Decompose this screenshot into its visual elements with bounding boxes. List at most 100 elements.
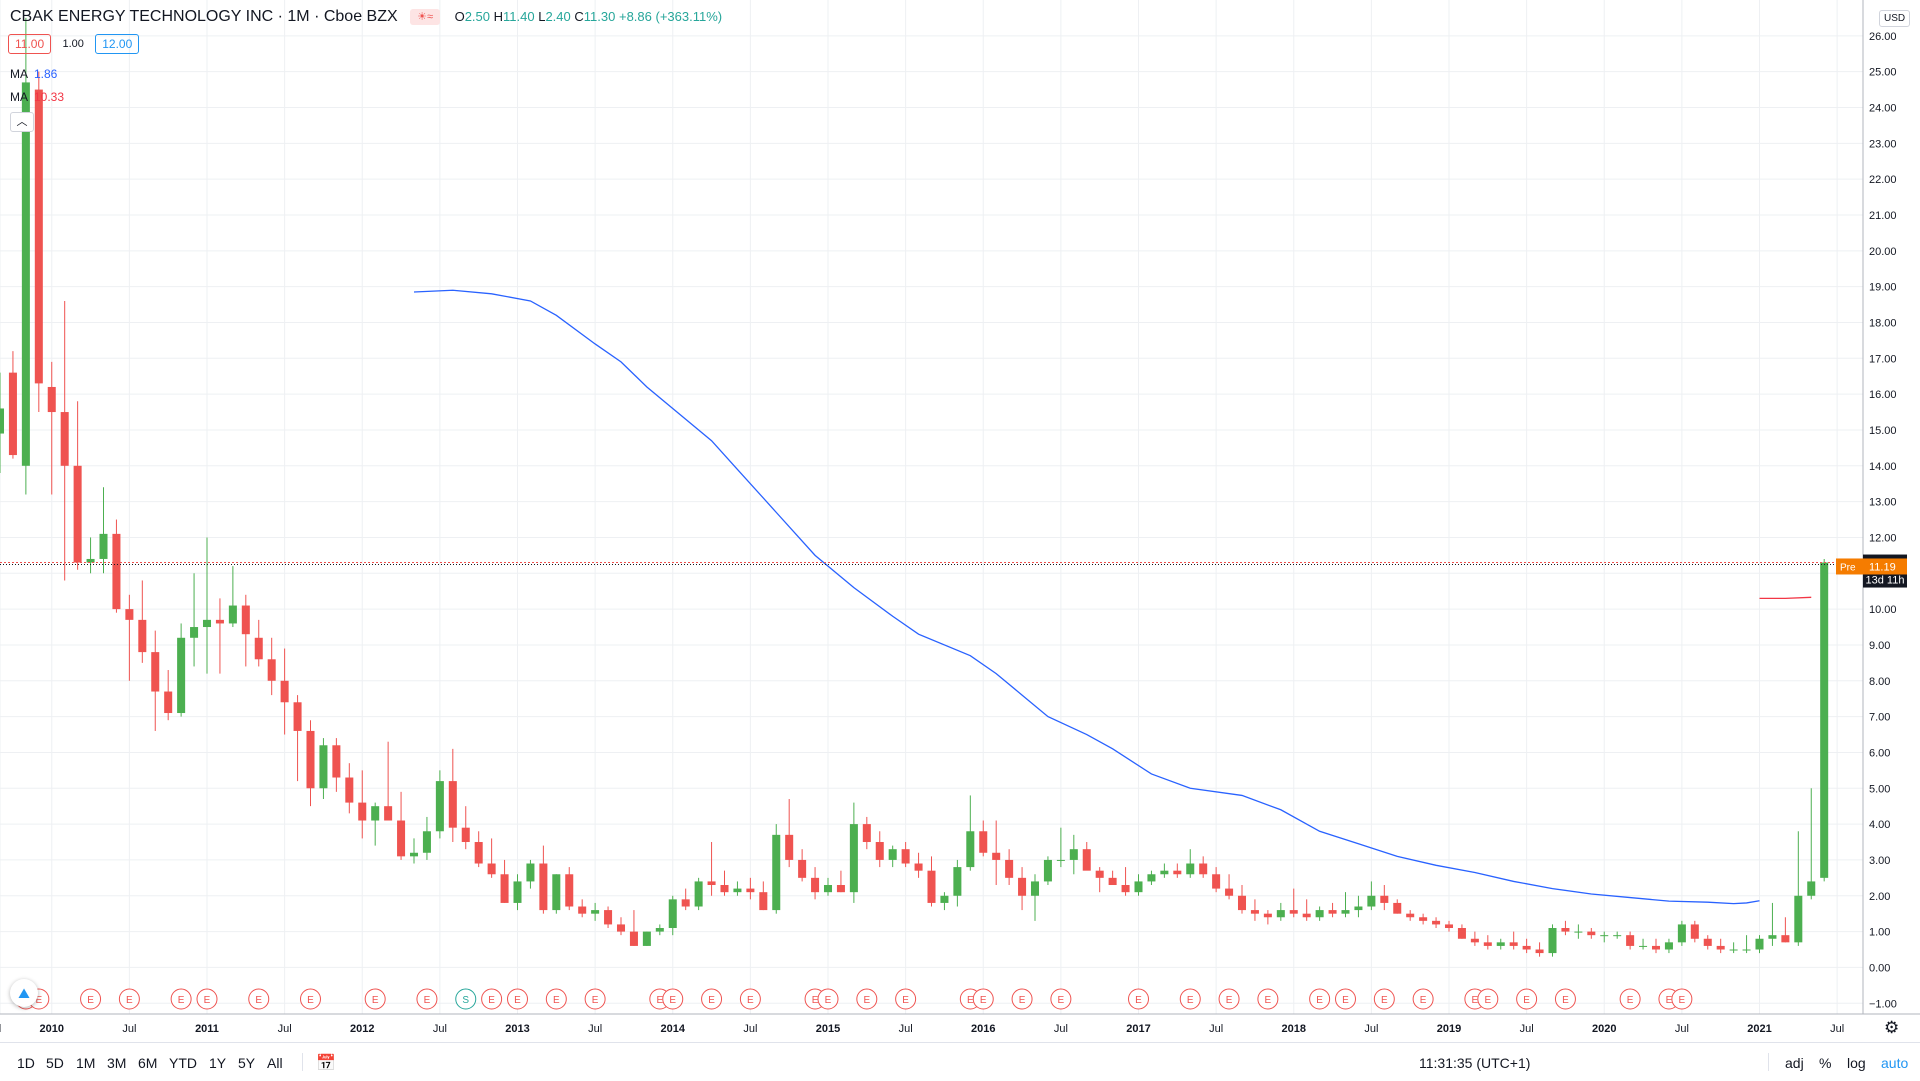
- candle-down: [241, 605, 250, 635]
- candle-up: [21, 82, 30, 466]
- ma-long-value: 1.86: [34, 67, 58, 81]
- candle-down: [151, 652, 160, 692]
- range-1d-button[interactable]: 1D: [17, 1055, 35, 1071]
- candle-down: [254, 637, 263, 660]
- range-ytd-button[interactable]: YTD: [169, 1055, 197, 1071]
- earnings-marker: [481, 988, 503, 1010]
- low-label: L: [538, 9, 546, 24]
- event-marker-label: E: [902, 995, 909, 1006]
- candle-up: [1768, 935, 1777, 939]
- price-chart[interactable]: −1.00 0.00 1.00 2.00 3.00 4.00 5.00 6.00 7.00 8.0…: [0, 0, 1920, 1042]
- event-marker-label: E: [656, 995, 663, 1006]
- bottom-toolbar: 1D 5D 1M 3M 6M YTD 1Y 5Y All 📅 11:31:35 …: [0, 1042, 1920, 1081]
- range-3m-button[interactable]: 3M: [107, 1055, 127, 1071]
- candle-down: [500, 874, 509, 903]
- candle-up: [1160, 870, 1169, 875]
- candle-down: [811, 877, 820, 893]
- candle-down: [914, 863, 923, 871]
- percent-toggle[interactable]: %: [1819, 1055, 1832, 1071]
- candle-down: [358, 802, 367, 821]
- candle-up: [1341, 910, 1350, 914]
- countdown-value: 13d 11h: [1866, 575, 1905, 587]
- auto-toggle[interactable]: auto: [1881, 1055, 1909, 1071]
- ma-short-label: MA: [10, 90, 28, 104]
- adj-toggle[interactable]: adj: [1785, 1055, 1804, 1071]
- earnings-marker: [80, 988, 102, 1010]
- candle-down: [1237, 895, 1247, 911]
- event-marker-label: E: [1472, 995, 1479, 1006]
- candle-up: [655, 928, 664, 932]
- calendar-goto-icon[interactable]: 📅: [316, 1055, 336, 1072]
- time-tick-label: Jul: [1675, 1023, 1689, 1035]
- open-label: O: [454, 9, 465, 24]
- time-tick-label: Jul: [743, 1023, 757, 1035]
- candle-down: [280, 680, 289, 703]
- ask-button[interactable]: 12.00: [95, 34, 140, 54]
- time-tick-label: 2020: [1592, 1023, 1616, 1035]
- time-tick-label: 2019: [1437, 1023, 1461, 1035]
- range-5d-button[interactable]: 5D: [46, 1055, 64, 1071]
- price-tick-label: 0.00: [1869, 962, 1890, 974]
- candle-down: [681, 899, 690, 907]
- candle-down: [798, 859, 807, 878]
- candle-up: [849, 824, 858, 893]
- event-marker-label: E: [1484, 995, 1491, 1006]
- event-marker-label: S: [462, 995, 469, 1006]
- candle-down: [1651, 945, 1661, 950]
- earnings-marker: [300, 988, 321, 1010]
- candle-up: [526, 863, 535, 882]
- candle-down: [60, 412, 69, 466]
- candle-up: [1755, 938, 1764, 950]
- candle-down: [1380, 895, 1389, 903]
- ma-long-legend[interactable]: MA 1.86: [10, 67, 57, 81]
- candle-up: [694, 881, 703, 907]
- candle-down: [616, 924, 626, 932]
- range-5y-button[interactable]: 5Y: [238, 1055, 256, 1071]
- candle-down: [73, 465, 82, 563]
- candle-down: [1212, 874, 1221, 889]
- event-marker-label: E: [1666, 995, 1673, 1006]
- candle-down: [1018, 877, 1027, 896]
- bid-button[interactable]: 11.00: [8, 34, 52, 54]
- symbol-title[interactable]: CBAK ENERGY TECHNOLOGY INC · 1M · Cboe B…: [10, 8, 398, 25]
- candle-up: [1496, 942, 1505, 946]
- weather-indicator-icon[interactable]: ☀≈: [410, 9, 441, 25]
- collapse-legend-button[interactable]: ︿: [10, 112, 34, 132]
- candle-down: [1587, 931, 1596, 936]
- range-6m-button[interactable]: 6M: [138, 1055, 158, 1071]
- earnings-marker: [1128, 988, 1149, 1010]
- candle-up: [177, 637, 186, 714]
- candle-down: [1444, 924, 1454, 929]
- candle-down: [306, 730, 315, 789]
- candle-down: [1302, 913, 1311, 918]
- candle-down: [1108, 877, 1117, 886]
- candle-down: [461, 827, 470, 843]
- price-tick-label: 24.00: [1869, 102, 1897, 114]
- range-all-button[interactable]: All: [267, 1055, 283, 1071]
- earnings-marker: [817, 988, 839, 1010]
- earnings-marker: [1554, 988, 1576, 1010]
- earnings-marker: [972, 988, 994, 1010]
- candle-down: [8, 372, 17, 456]
- clock-readout[interactable]: 11:31:35 (UTC+1): [1419, 1055, 1531, 1071]
- candle-down: [138, 619, 147, 653]
- candle-up: [1367, 895, 1376, 907]
- time-tick-label: 2011: [195, 1023, 219, 1035]
- range-1y-button[interactable]: 1Y: [209, 1055, 227, 1071]
- gear-icon[interactable]: ⚙: [1884, 1018, 1900, 1037]
- currency-badge[interactable]: USD: [1879, 10, 1911, 27]
- log-toggle[interactable]: log: [1847, 1055, 1866, 1071]
- candle-up: [228, 605, 237, 624]
- event-marker-label: E: [1265, 995, 1272, 1006]
- candles: [0, 17, 1829, 957]
- event-marker-label: E: [1058, 995, 1065, 1006]
- candle-up: [1729, 949, 1738, 951]
- ma-short-legend[interactable]: MA 10.33: [10, 90, 64, 104]
- time-tick-label: 2014: [661, 1023, 686, 1035]
- price-tick-label: 3.00: [1869, 855, 1890, 867]
- event-marker-label: E: [372, 995, 379, 1006]
- tradingview-logo-icon[interactable]: ⛰: [10, 979, 38, 1007]
- range-1m-button[interactable]: 1M: [76, 1055, 96, 1071]
- earnings-marker: [1373, 988, 1395, 1010]
- candle-down: [979, 831, 988, 853]
